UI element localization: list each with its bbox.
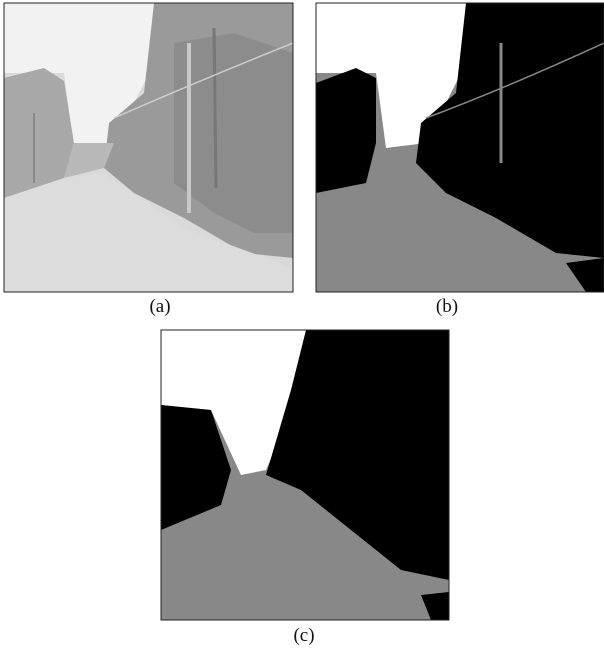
panel-b-image xyxy=(316,3,604,292)
panel-label: (b) xyxy=(436,296,458,317)
panel-label: (c) xyxy=(293,625,314,646)
panel-label: (a) xyxy=(149,296,170,317)
panel-a-image xyxy=(4,3,293,292)
figure: (a) (b) (c) xyxy=(0,0,604,652)
panel-c-image xyxy=(161,330,449,620)
